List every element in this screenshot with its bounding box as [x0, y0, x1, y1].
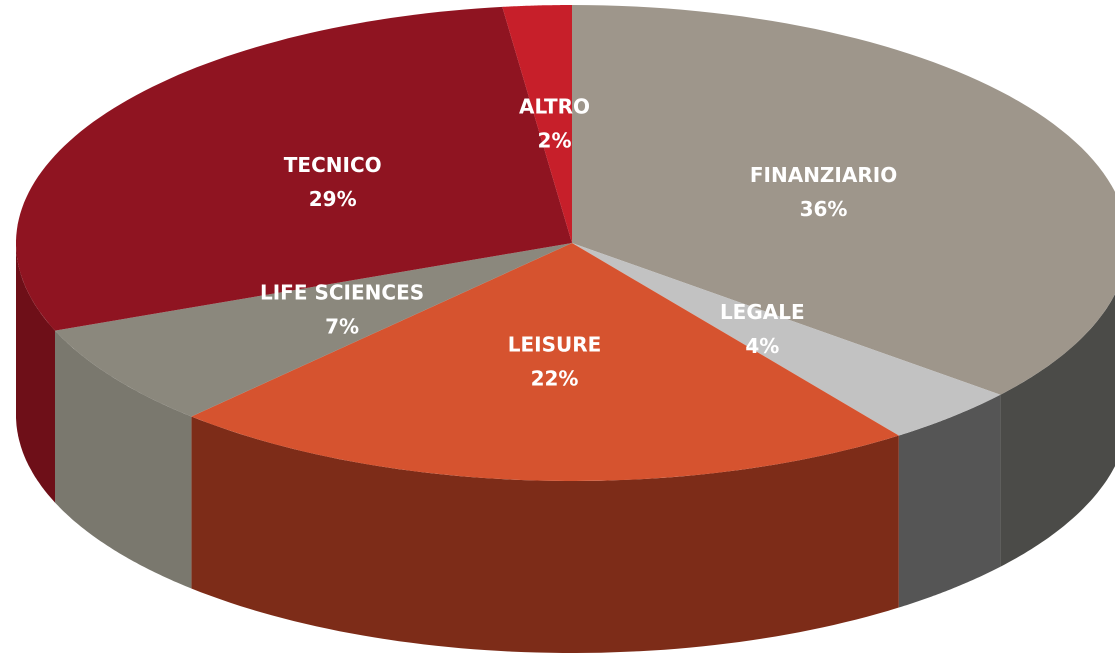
slice-side	[16, 243, 55, 503]
slice	[191, 243, 899, 481]
slice	[572, 243, 1001, 436]
slice	[502, 5, 572, 243]
slice-label: LIFE SCIENCES	[260, 280, 424, 304]
value-label: 2%	[538, 129, 572, 153]
slice	[572, 5, 1115, 395]
slice-side	[898, 394, 1001, 608]
value-label: 36%	[800, 197, 848, 221]
slice-label: ALTRO	[519, 95, 590, 119]
slice-label: TECNICO	[284, 153, 382, 177]
slice-label: FINANZIARIO	[750, 163, 897, 187]
slice-side	[1000, 294, 1115, 567]
value-label: 29%	[309, 187, 357, 211]
slice	[55, 243, 572, 417]
value-label: 7%	[325, 314, 359, 338]
slice-side	[55, 330, 192, 589]
value-label: 4%	[745, 334, 779, 358]
slice-side	[191, 416, 899, 653]
slice-label: LEGALE	[720, 300, 805, 324]
value-label: 22%	[531, 366, 579, 390]
slice	[16, 6, 572, 331]
slice-label: LEISURE	[508, 332, 602, 356]
